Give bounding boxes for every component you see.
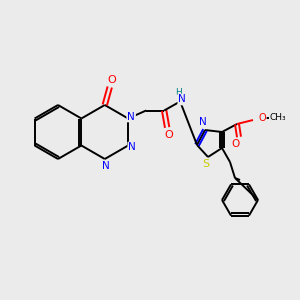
Text: N: N bbox=[199, 117, 207, 127]
Text: N: N bbox=[127, 112, 135, 122]
Text: CH₃: CH₃ bbox=[270, 113, 286, 122]
Text: N: N bbox=[102, 161, 110, 171]
Text: O: O bbox=[165, 130, 173, 140]
Text: N: N bbox=[128, 142, 136, 152]
Text: N: N bbox=[178, 94, 186, 104]
Text: O: O bbox=[258, 113, 266, 123]
Text: S: S bbox=[202, 159, 210, 169]
Text: O: O bbox=[107, 75, 116, 85]
Text: O: O bbox=[231, 139, 239, 149]
Text: H: H bbox=[175, 88, 181, 97]
